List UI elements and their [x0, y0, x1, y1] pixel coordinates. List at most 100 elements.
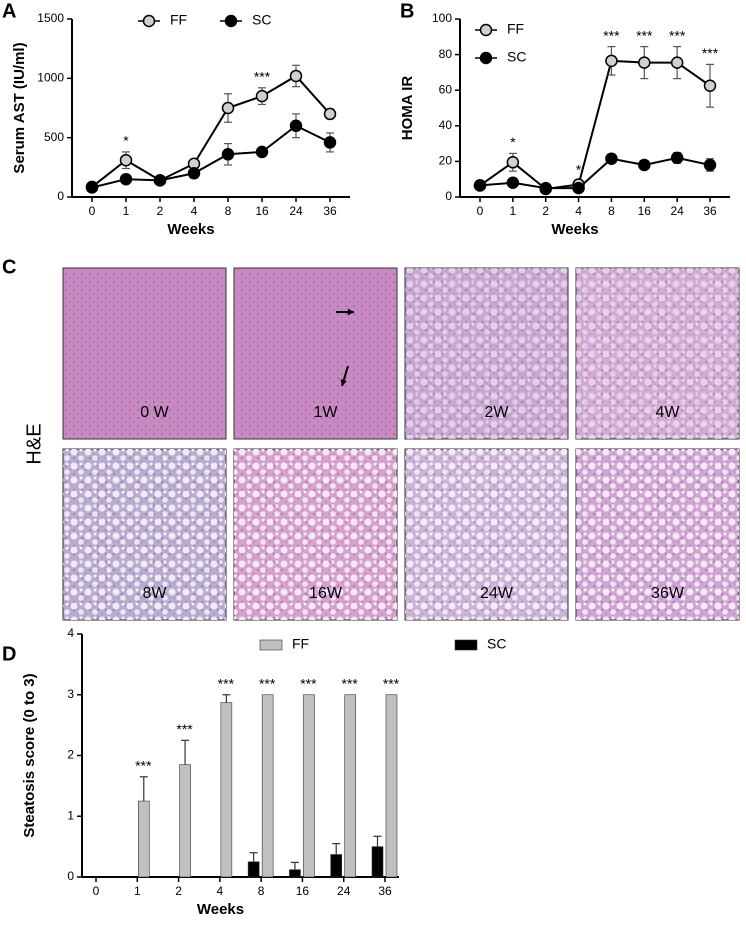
- x-tick-label: 2: [542, 204, 549, 218]
- panel-letter: A: [2, 0, 16, 22]
- y-tick-label: 500: [44, 130, 64, 144]
- y-axis-title: HOMA IR: [399, 76, 416, 141]
- histology-label: 16W: [309, 585, 343, 602]
- y-tick-label: 40: [439, 118, 453, 132]
- bar: [330, 854, 343, 878]
- y-tick-label: 60: [439, 82, 453, 96]
- marker: [638, 56, 651, 69]
- legend-swatch: [259, 639, 283, 651]
- marker: [119, 172, 133, 186]
- x-axis-title: Weeks: [551, 221, 598, 238]
- histology-fat: [405, 268, 568, 439]
- y-tick-label: 20: [439, 154, 453, 168]
- histology-label: 8W: [143, 585, 168, 602]
- legend-marker: [224, 14, 238, 28]
- significance-label: ***: [300, 675, 317, 691]
- x-tick-label: 2: [157, 204, 164, 218]
- histology-fat: [63, 449, 226, 620]
- bar: [344, 694, 357, 878]
- bar: [385, 694, 398, 878]
- x-tick-label: 16: [638, 204, 652, 218]
- histology-fat: [576, 268, 739, 439]
- marker: [255, 145, 269, 159]
- bar: [247, 861, 260, 878]
- histology-label: 0 W: [140, 404, 169, 421]
- legend-label: SC: [507, 49, 526, 65]
- x-tick-label: 0: [477, 204, 484, 218]
- stain-label: H&E: [23, 423, 45, 464]
- arrow-head: [340, 379, 347, 386]
- marker: [539, 181, 552, 195]
- legend-marker: [479, 23, 493, 37]
- histology-panel: C H&E 0 W 1W 2W 4W 8W 16W 24W 36W: [2, 256, 740, 621]
- y-axis-title: Serum AST (IU/ml): [11, 42, 28, 173]
- marker: [323, 107, 337, 121]
- legend-marker: [142, 14, 156, 28]
- marker: [605, 54, 618, 68]
- significance-label: ***: [669, 27, 686, 43]
- y-tick-label: 0: [67, 869, 74, 883]
- significance-label: ***: [176, 721, 193, 737]
- legend-label: FF: [292, 636, 309, 652]
- x-tick-label: 4: [217, 884, 224, 898]
- x-tick-label: 4: [191, 204, 198, 218]
- bar: [220, 702, 233, 878]
- significance-label: ***: [135, 757, 152, 773]
- marker: [153, 174, 167, 187]
- y-tick-label: 1500: [37, 11, 64, 25]
- bar: [137, 800, 150, 878]
- significance-label: *: [123, 133, 129, 149]
- x-tick-label: 36: [378, 884, 392, 898]
- marker: [85, 181, 99, 194]
- significance-label: ***: [383, 675, 400, 691]
- histology-fat: [234, 449, 397, 620]
- x-tick-label: 1: [134, 884, 141, 898]
- marker: [221, 101, 235, 115]
- significance-label: *: [510, 134, 516, 150]
- legend-label: SC: [487, 636, 506, 652]
- x-tick-label: 16: [255, 204, 269, 218]
- x-tick-label: 0: [89, 204, 96, 218]
- bar: [303, 694, 315, 878]
- histology-fat: [576, 449, 739, 620]
- series-line: [479, 59, 711, 191]
- marker: [506, 176, 520, 190]
- histology-texture: [63, 268, 226, 439]
- y-tick-label: 1000: [37, 71, 64, 85]
- y-tick-label: 2: [67, 748, 74, 762]
- marker: [221, 148, 235, 161]
- y-tick-label: 4: [67, 626, 74, 640]
- x-tick-label: 8: [608, 204, 615, 218]
- significance-label: ***: [603, 27, 620, 43]
- panel-letter: D: [2, 643, 16, 665]
- y-tick-label: 80: [439, 47, 453, 61]
- series-line: [91, 74, 331, 188]
- marker: [703, 158, 717, 172]
- x-tick-label: 2: [175, 884, 182, 898]
- x-tick-label: 4: [575, 204, 582, 218]
- x-axis-title: Weeks: [167, 221, 214, 238]
- marker: [323, 136, 337, 149]
- y-tick-label: 0: [445, 189, 452, 203]
- histology-label: 2W: [485, 404, 510, 421]
- histology-label: 1W: [314, 404, 339, 421]
- x-tick-label: 16: [296, 884, 310, 898]
- significance-label: ***: [702, 45, 719, 61]
- marker: [187, 167, 201, 180]
- x-tick-label: 24: [670, 204, 684, 218]
- panel-letter: B: [400, 0, 414, 22]
- arrow-head: [347, 308, 354, 316]
- legend-label: FF: [507, 21, 524, 37]
- significance-label: ***: [218, 675, 235, 691]
- x-tick-label: 0: [93, 884, 100, 898]
- x-tick-label: 8: [258, 884, 265, 898]
- marker: [638, 158, 651, 172]
- marker: [119, 153, 133, 167]
- histology-fat: [405, 449, 568, 620]
- significance-label: *: [576, 162, 582, 178]
- x-axis-title: Weeks: [197, 901, 244, 918]
- marker: [289, 119, 303, 133]
